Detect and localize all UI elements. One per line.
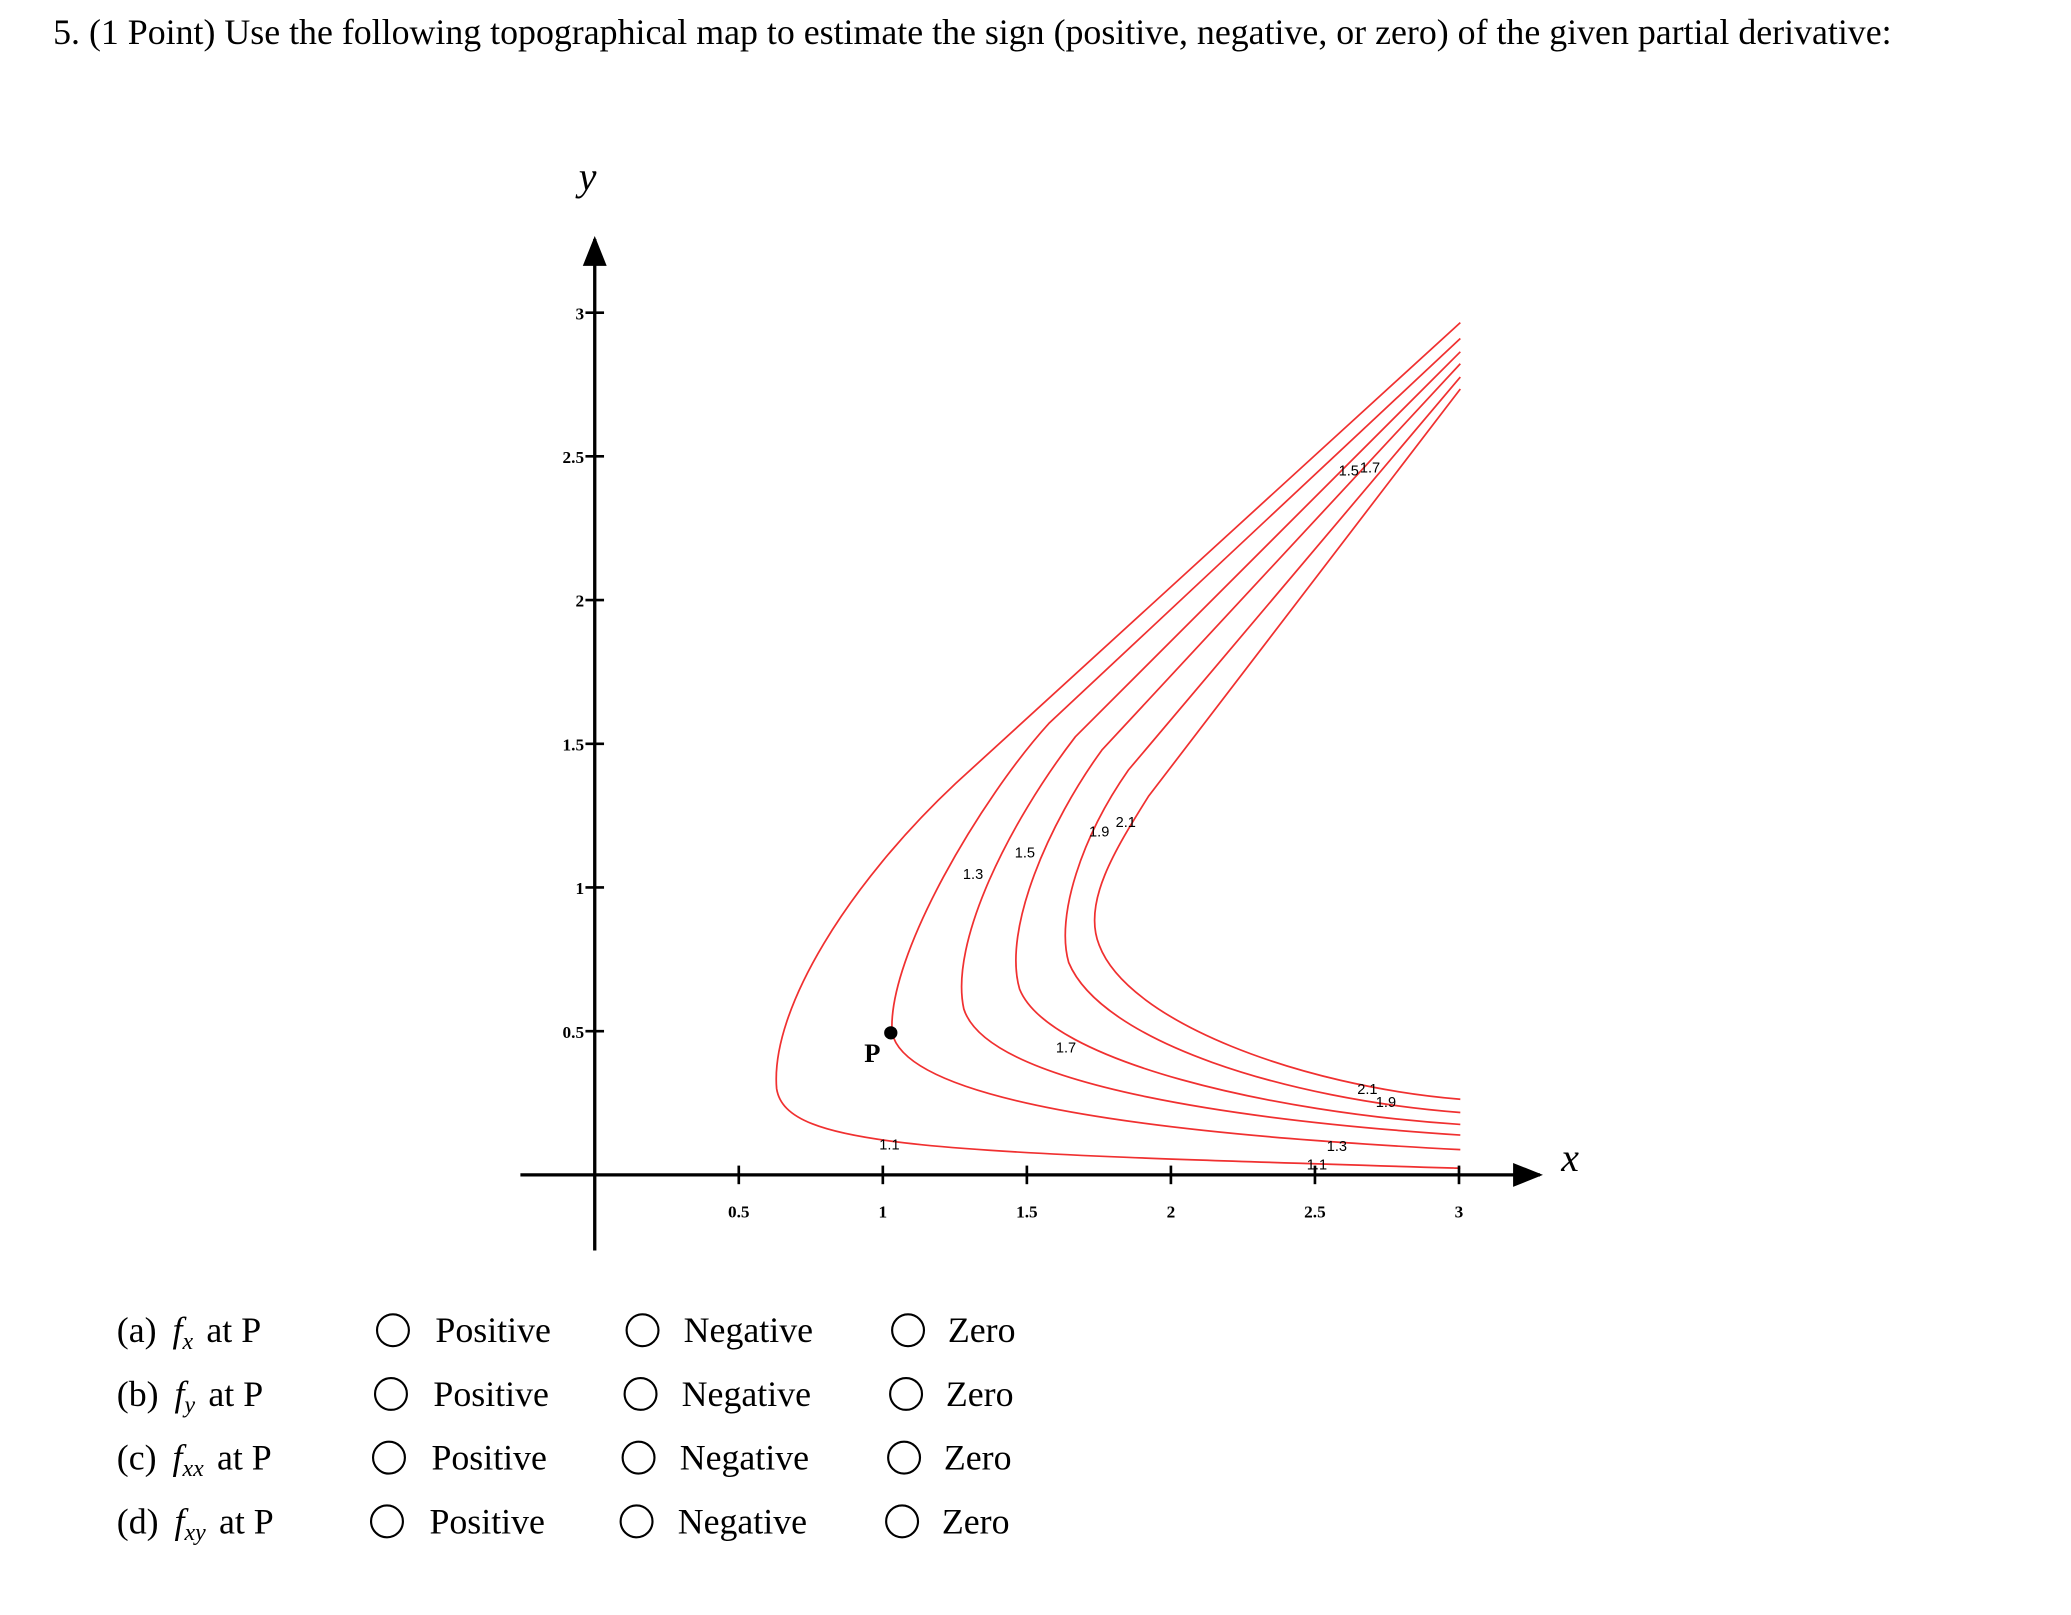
x-tick-label: 1.5 [1016,1202,1038,1221]
contour-label: 1.1 [1307,1158,1327,1174]
contour-label: 1.7 [1056,1041,1076,1057]
contour-label: 2.1 [1357,1082,1377,1098]
part-label: (c) fxx at P [117,1438,272,1483]
radio[interactable] [619,1504,654,1539]
part-prefix: (d) [117,1501,159,1541]
contour-label: 1.7 [1360,461,1380,477]
x-tick-label: 2 [1167,1202,1176,1221]
y-tick-label: 3 [576,304,585,323]
contour-label: 1.1 [879,1138,899,1154]
y-tick-label: 1 [576,879,585,898]
x-tick-label: 1 [879,1202,888,1221]
option-label: Positive [435,1310,550,1350]
contour-label: 2.1 [1116,815,1136,831]
option-label: Positive [433,1374,548,1414]
radio[interactable] [621,1440,656,1475]
contour-label: 1.5 [1339,463,1359,479]
option-label: Negative [678,1501,807,1541]
part-sub: x [181,1329,193,1355]
x-tick-label: 0.5 [728,1202,750,1221]
y-tick-label: 0.5 [563,1023,585,1042]
radio[interactable] [625,1313,660,1348]
y-tick-label: 2.5 [563,448,585,467]
question: 5. (1 Point) Use the following topograph… [53,8,2048,57]
option-label: Positive [431,1438,546,1478]
part-sub: y [183,1393,196,1419]
option-label: Positive [429,1501,544,1541]
radio[interactable] [375,1313,410,1348]
contour [1015,363,1461,1126]
contour-label: 1.3 [1327,1139,1347,1155]
part-sub: xy [184,1520,207,1546]
part-suffix: at P [206,1310,261,1350]
option-label: Zero [946,1374,1014,1414]
contour [891,337,1461,1151]
part-label: (b) fy at P [117,1374,263,1419]
radio[interactable] [623,1376,658,1411]
x-tick-label: 3 [1455,1202,1464,1221]
option-label: Negative [680,1438,809,1478]
radio[interactable] [889,1376,924,1411]
radio[interactable] [887,1440,922,1475]
radio[interactable] [885,1504,920,1539]
contour [960,351,1461,1136]
part-prefix: (b) [117,1374,159,1414]
question-text: (1 Point) Use the following topographica… [88,11,1892,52]
x-axis-label: x [1560,1136,1579,1180]
part-sub: xx [181,1456,204,1482]
question-number: 5. [53,11,80,52]
part-suffix: at P [217,1438,272,1478]
option-label: Negative [684,1310,813,1350]
part-suffix: at P [219,1501,274,1541]
contours [775,321,1462,1170]
x-tick-label: 2.5 [1304,1202,1326,1221]
y-tick-label: 1.5 [563,735,585,754]
part-label: (a) fx at P [117,1310,261,1355]
contour-label: 1.5 [1015,846,1035,862]
part-prefix: (c) [117,1438,157,1478]
contour-label: 1.9 [1089,824,1109,840]
radio[interactable] [373,1376,408,1411]
part-suffix: at P [208,1374,263,1414]
contour [1064,376,1461,1114]
part-label: (d) fxy at P [117,1501,274,1546]
part-prefix: (a) [117,1310,157,1350]
contour-label: 1.3 [963,867,983,883]
radio[interactable] [369,1504,404,1539]
option-label: Zero [948,1310,1016,1350]
contour [775,321,1461,1170]
option-label: Zero [942,1501,1010,1541]
radio[interactable] [891,1313,926,1348]
radio[interactable] [371,1440,406,1475]
y-axis-label: y [575,155,597,199]
point-label: P [864,1038,880,1068]
y-tick-label: 2 [576,592,585,611]
contour [1093,388,1462,1101]
option-label: Negative [682,1374,811,1414]
contour-label: 1.9 [1376,1095,1396,1111]
option-label: Zero [944,1438,1012,1478]
point-p [884,1026,898,1040]
